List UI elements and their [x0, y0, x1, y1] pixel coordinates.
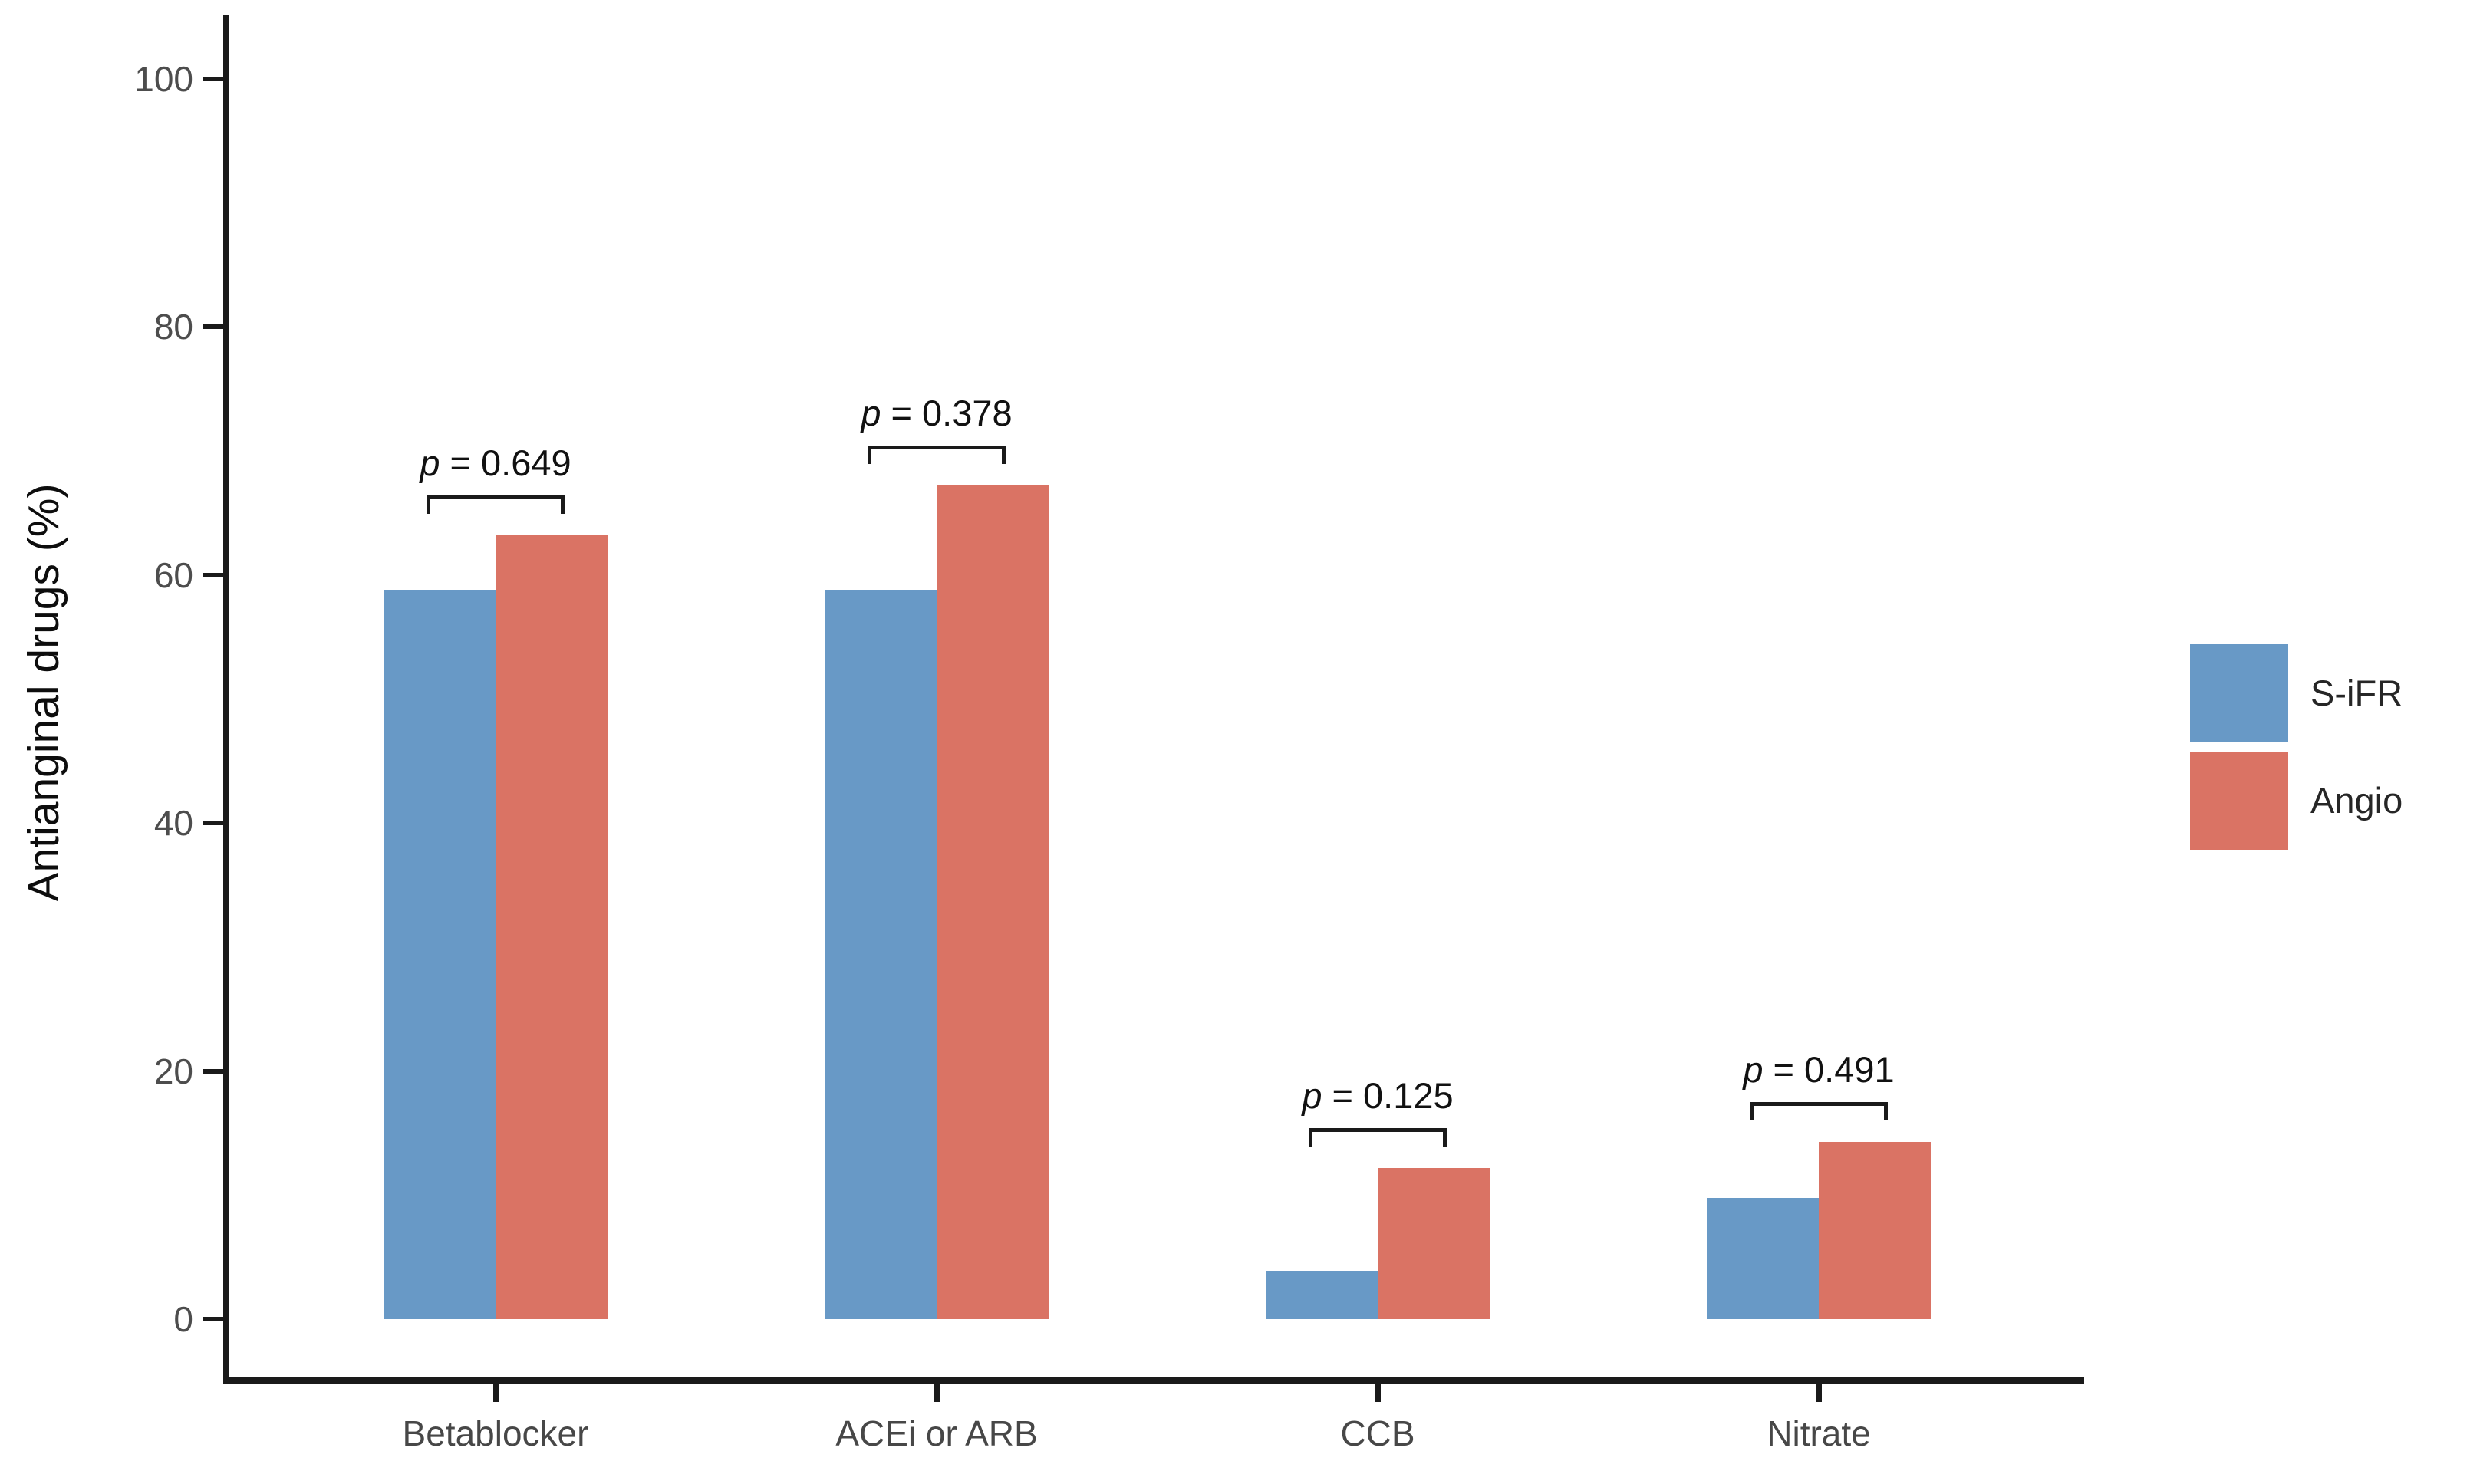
p-value-label: p = 0.491 — [1743, 1048, 1895, 1090]
x-category-label: CCB — [1340, 1413, 1415, 1453]
legend-swatch-angio — [2190, 752, 2288, 850]
y-tick-label: 60 — [153, 555, 193, 595]
x-tick-mark — [1816, 1384, 1822, 1402]
p-bracket — [1309, 1127, 1447, 1132]
p-bracket-end-right — [1443, 1127, 1447, 1147]
p-bracket-end-right — [1002, 446, 1006, 465]
p-bracket-end-right — [561, 495, 565, 515]
p-bracket-end-right — [1884, 1101, 1888, 1120]
y-axis-line — [223, 15, 229, 1384]
y-tick-mark — [203, 821, 224, 825]
p-bracket-end-left — [1309, 1127, 1312, 1147]
p-bracket-end-left — [868, 446, 871, 465]
x-category-label: ACEi or ARB — [835, 1413, 1038, 1453]
bar-angio-acei-or-arb — [937, 485, 1049, 1319]
y-tick-label: 20 — [153, 1051, 193, 1091]
p-bracket-end-left — [1750, 1101, 1754, 1120]
x-axis-line — [223, 1377, 2084, 1384]
p-value-label: p = 0.125 — [1302, 1074, 1454, 1116]
p-bracket-end-left — [427, 495, 430, 515]
bar-angio-betablocker — [496, 535, 608, 1319]
x-category-label: Nitrate — [1767, 1413, 1871, 1453]
bar-angio-ccb — [1378, 1168, 1490, 1319]
p-value-label: p = 0.378 — [861, 393, 1013, 434]
y-tick-mark — [203, 1317, 224, 1321]
bar-sifr-betablocker — [384, 590, 496, 1319]
bar-sifr-ccb — [1266, 1271, 1378, 1319]
p-bracket — [1750, 1101, 1888, 1106]
x-tick-mark — [493, 1384, 499, 1402]
legend-label-sifr: S-iFR — [2310, 673, 2403, 713]
p-value-label: p = 0.649 — [420, 443, 571, 484]
x-tick-mark — [1375, 1384, 1381, 1402]
legend-label-angio: Angio — [2310, 780, 2403, 821]
y-tick-mark — [203, 1069, 224, 1074]
y-tick-label: 100 — [134, 59, 193, 99]
p-bracket — [427, 495, 565, 500]
p-bracket — [868, 446, 1006, 450]
bar-sifr-acei-or-arb — [825, 590, 937, 1319]
y-tick-label: 0 — [173, 1299, 193, 1339]
y-tick-label: 40 — [153, 803, 193, 843]
bar-angio-nitrate — [1819, 1142, 1931, 1319]
y-tick-mark — [203, 77, 224, 81]
x-category-label: Betablocker — [402, 1413, 589, 1453]
y-tick-mark — [203, 324, 224, 329]
bar-sifr-nitrate — [1707, 1198, 1819, 1319]
x-tick-mark — [934, 1384, 940, 1402]
legend-swatch-sifr — [2190, 644, 2288, 742]
y-tick-label: 80 — [153, 307, 193, 347]
y-tick-mark — [203, 573, 224, 577]
